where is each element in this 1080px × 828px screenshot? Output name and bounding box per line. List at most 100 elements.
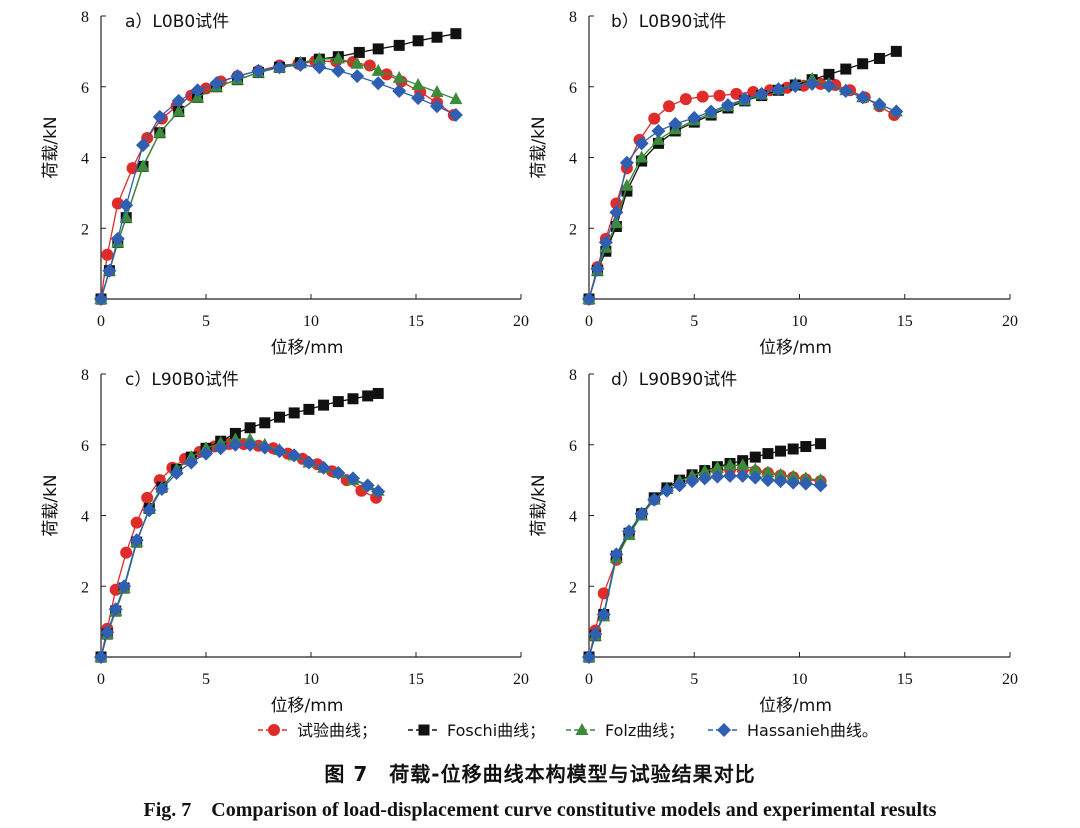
data-point-foschi xyxy=(800,441,812,453)
x-axis-label: 位移/mm xyxy=(759,696,832,716)
data-point-hassanieh xyxy=(760,473,775,488)
x-tick-label: 10 xyxy=(303,313,319,330)
legend-label-hassanieh: Hassanieh曲线。 xyxy=(747,721,878,740)
y-tick-label: 4 xyxy=(569,151,577,168)
data-point-hassanieh xyxy=(788,79,803,94)
data-point-hassanieh xyxy=(243,437,258,452)
x-tick-label: 0 xyxy=(97,671,105,688)
data-point-hassanieh xyxy=(110,231,125,246)
data-point-hassanieh xyxy=(704,104,719,119)
data-point-hassanieh xyxy=(119,198,134,213)
data-point-hassanieh xyxy=(154,481,169,496)
data-point-folz xyxy=(651,132,665,145)
caption-cn: 图 7 荷载-位移曲线本构模型与试验结果对比 xyxy=(324,762,756,786)
legend-label-folz: Folz曲线； xyxy=(605,721,684,740)
data-point-hassanieh xyxy=(129,533,144,548)
data-point-foschi xyxy=(787,443,799,455)
data-point-hassanieh xyxy=(448,108,463,123)
data-point-foschi xyxy=(372,43,384,55)
series-line-exp xyxy=(588,83,895,300)
data-point-hassanieh xyxy=(371,484,386,499)
data-point-hassanieh xyxy=(723,468,738,483)
data-point-hassanieh xyxy=(430,99,444,114)
data-point-hassanieh xyxy=(588,627,603,642)
data-point-hassanieh xyxy=(184,455,199,470)
legend-label-foschi: Foschi曲线； xyxy=(447,721,545,740)
series-line-exp xyxy=(100,60,455,300)
legend-item-foschi: Foschi曲线； xyxy=(408,721,545,740)
data-point-folz xyxy=(710,460,724,473)
panel-title: a）L0B0试件 xyxy=(125,12,229,32)
series-foschi xyxy=(583,45,902,305)
series-line-hassanieh xyxy=(588,83,897,300)
data-point-hassanieh xyxy=(773,474,788,489)
series-folz xyxy=(94,51,463,304)
data-point-foschi xyxy=(840,63,852,75)
data-point-foschi xyxy=(259,417,271,429)
data-point-hassanieh xyxy=(798,476,813,491)
data-point-folz xyxy=(371,63,385,76)
legend-label-exp: 试验曲线； xyxy=(297,721,377,740)
x-axis-label: 位移/mm xyxy=(759,338,832,358)
series-line-hassanieh xyxy=(100,444,379,658)
data-point-foschi xyxy=(857,58,869,70)
x-tick-label: 15 xyxy=(897,671,913,688)
data-point-hassanieh xyxy=(257,440,272,455)
data-point-folz xyxy=(620,178,634,191)
x-tick-label: 20 xyxy=(1002,313,1018,330)
data-point-hassanieh xyxy=(190,83,205,98)
data-point-folz xyxy=(449,92,463,105)
data-point-folz xyxy=(698,464,712,477)
data-point-hassanieh xyxy=(371,76,386,91)
y-tick-label: 8 xyxy=(569,367,577,384)
x-tick-label: 5 xyxy=(202,671,210,688)
data-point-hassanieh xyxy=(350,69,365,84)
data-point-hassanieh xyxy=(94,292,108,306)
legend-item-hassanieh: Hassanieh曲线。 xyxy=(708,721,878,740)
data-point-hassanieh xyxy=(771,82,786,97)
y-tick-label: 4 xyxy=(81,151,89,168)
data-point-foschi xyxy=(873,52,885,64)
data-point-hassanieh xyxy=(668,116,683,131)
data-point-hassanieh xyxy=(672,478,687,493)
y-tick-label: 4 xyxy=(569,509,577,526)
data-point-foschi xyxy=(347,393,359,405)
data-point-folz xyxy=(748,462,762,475)
data-point-hassanieh xyxy=(838,83,853,98)
legend-marker-foschi xyxy=(418,724,430,736)
data-point-hassanieh xyxy=(331,63,346,78)
x-tick-label: 0 xyxy=(585,313,593,330)
data-point-hassanieh xyxy=(748,470,763,485)
data-point-exp xyxy=(696,90,709,103)
panel-c: 0 5 10 15 20 2 4 6 8 位移/mm 荷载/kN c）L90B0试件 xyxy=(41,367,529,716)
data-point-folz xyxy=(786,469,800,482)
data-point-hassanieh xyxy=(102,263,117,278)
series-line-foschi xyxy=(100,33,457,300)
data-point-foschi xyxy=(244,422,256,434)
data-point-foschi xyxy=(412,35,424,47)
data-point-hassanieh xyxy=(136,138,150,153)
data-point-hassanieh xyxy=(872,97,887,112)
series-hassanieh xyxy=(582,468,828,664)
data-point-exp xyxy=(713,89,726,102)
data-point-foschi xyxy=(431,31,443,43)
data-point-foschi xyxy=(393,39,405,51)
data-point-exp xyxy=(679,93,692,106)
y-axis-label: 荷载/kN xyxy=(41,474,61,536)
data-point-hassanieh xyxy=(634,136,649,151)
data-point-hassanieh xyxy=(619,155,634,170)
data-point-foschi xyxy=(823,68,835,80)
data-point-exp xyxy=(101,248,114,261)
data-point-folz xyxy=(312,52,326,65)
legend: 试验曲线； Foschi曲线； Folz曲线； Hassanieh曲线。 xyxy=(258,721,878,740)
data-point-hassanieh xyxy=(697,471,712,486)
legend-marker-exp xyxy=(268,724,280,736)
y-tick-label: 6 xyxy=(569,80,577,97)
data-point-hassanieh xyxy=(331,466,346,481)
data-point-hassanieh xyxy=(710,469,725,484)
data-point-folz xyxy=(172,104,186,117)
data-point-hassanieh xyxy=(647,492,662,507)
data-point-hassanieh xyxy=(582,292,596,306)
data-point-hassanieh xyxy=(169,466,184,481)
